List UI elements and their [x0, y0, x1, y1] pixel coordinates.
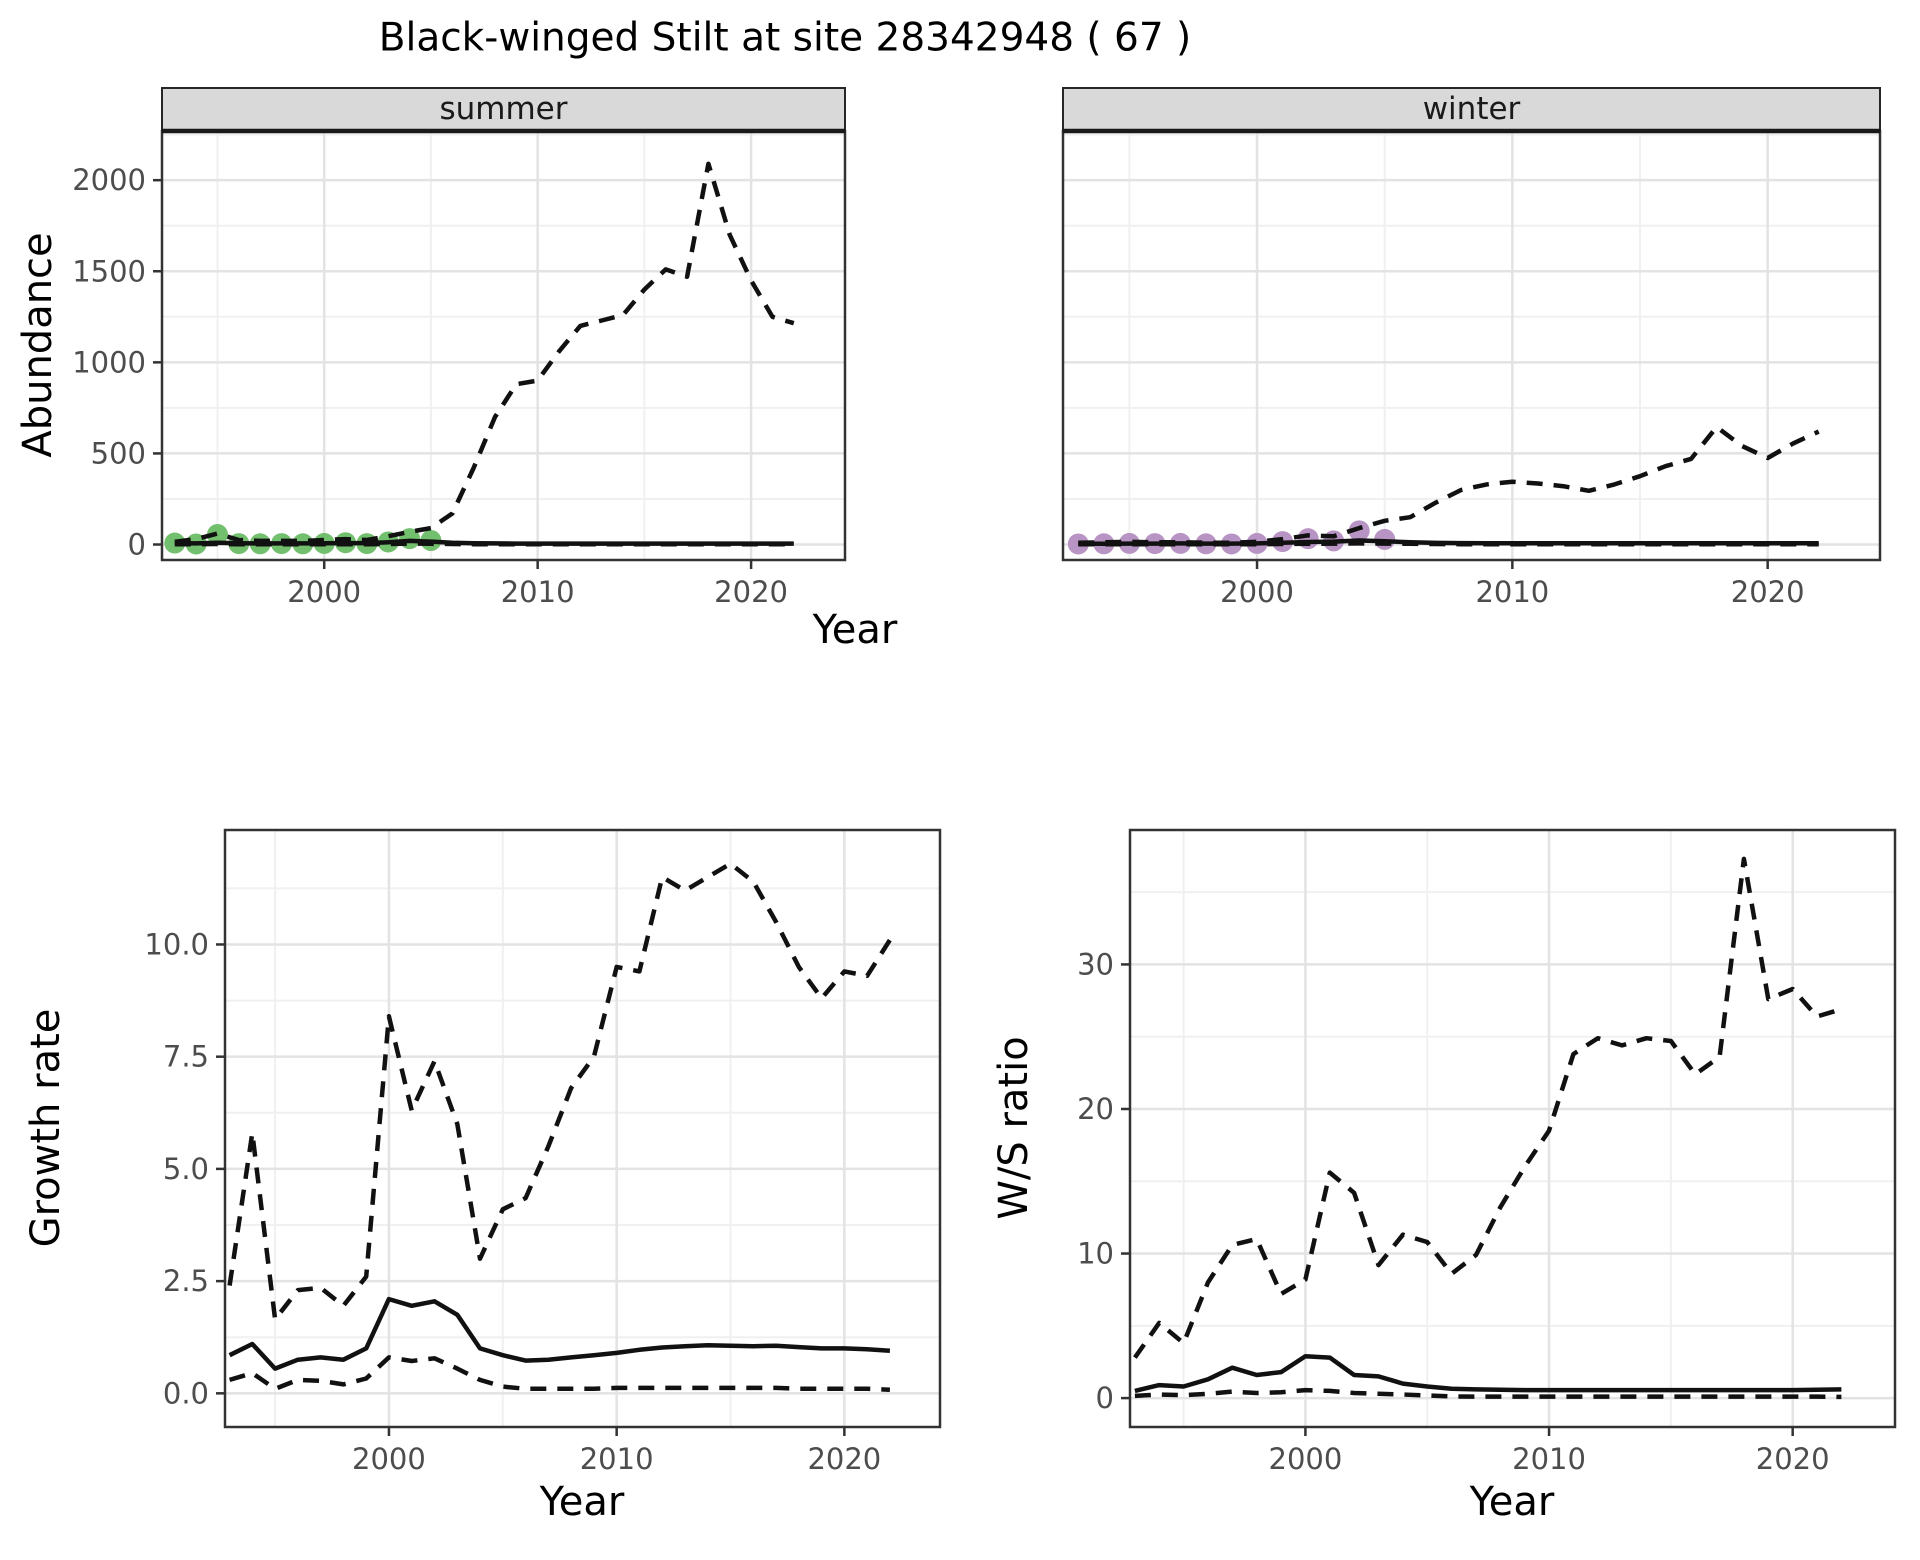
- winter-abundance-chart: winter 2000 2010 2020: [1061, 87, 1882, 609]
- y-tick-label: 10.0: [144, 927, 209, 961]
- series-upper_ci: [174, 161, 795, 545]
- growth-year-axis-title: Year: [539, 1479, 625, 1525]
- x-tick-label: 2010: [501, 575, 575, 609]
- minor-gridlines: [225, 830, 940, 1427]
- minor-gridlines: [1130, 830, 1895, 1427]
- series-upper_ci: [1133, 856, 1843, 1359]
- x-tick-label: 2020: [807, 1442, 881, 1476]
- x-tick-label: 2010: [1512, 1442, 1586, 1476]
- series-fit: [1134, 1353, 1842, 1394]
- x-tick-label: 2010: [580, 1442, 654, 1476]
- x-tick-label: 2000: [1269, 1442, 1343, 1476]
- y-tick-label: 5.0: [163, 1152, 209, 1186]
- top-year-axis-title: Year: [812, 607, 898, 653]
- ws-year-axis-title: Year: [1469, 1479, 1555, 1525]
- facet-strip-label: winter: [1423, 91, 1521, 127]
- x-tick-label: 2020: [1756, 1442, 1830, 1476]
- y-tick-label: 1500: [72, 254, 146, 288]
- series-lower_ci: [228, 1355, 890, 1392]
- facet-strip: [1062, 87, 1881, 132]
- x-tick-label: 2000: [352, 1442, 426, 1476]
- y-tick-label: 0.0: [163, 1376, 209, 1410]
- y-tick-label: 7.5: [163, 1040, 209, 1074]
- summer-abundance-chart: summer 2000 2010 2020 0 500 1000 1500 2000: [72, 87, 847, 609]
- ws-ratio-chart: 2000 2010 2020 0 10 20 30: [1077, 828, 1897, 1476]
- y-tick-label: 0: [1096, 1381, 1114, 1415]
- figure-title: Black-winged Stilt at site 28342948 ( 67…: [378, 15, 1192, 61]
- series-lower_ci: [1134, 1387, 1842, 1400]
- series-upper_ci: [1078, 424, 1820, 545]
- series-fit: [174, 538, 794, 546]
- facet-strip-label: summer: [439, 91, 567, 127]
- major-gridlines: [225, 830, 940, 1427]
- y-tick-label: 20: [1077, 1092, 1114, 1126]
- x-tick-label: 2020: [1731, 575, 1805, 609]
- x-tick-label: 2010: [1475, 575, 1549, 609]
- series-upper_ci: [227, 861, 892, 1322]
- y-tick-label: 30: [1077, 947, 1114, 981]
- x-tick-label: 2000: [1220, 575, 1294, 609]
- x-tick-label: 2000: [287, 575, 361, 609]
- minor-gridlines: [1063, 131, 1880, 560]
- y-tick-label: 10: [1077, 1237, 1114, 1271]
- y-tick-label: 0: [128, 528, 146, 562]
- y-tick-label: 2.5: [163, 1264, 209, 1298]
- y-tick-label: 500: [91, 436, 146, 470]
- series-fit: [228, 1296, 891, 1371]
- y-tick-label: 2000: [72, 163, 146, 197]
- minor-gridlines: [162, 131, 845, 560]
- y-tick-label: 1000: [72, 345, 146, 379]
- x-tick-label: 2020: [714, 575, 788, 609]
- growth-rate-chart: 2000 2010 2020 0.0 2.5 5.0 7.5 10.0: [144, 828, 942, 1476]
